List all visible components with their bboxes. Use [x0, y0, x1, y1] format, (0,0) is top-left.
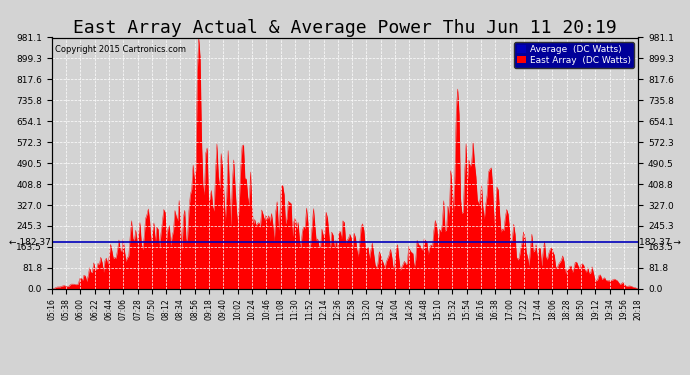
Title: East Array Actual & Average Power Thu Jun 11 20:19: East Array Actual & Average Power Thu Ju…: [73, 20, 617, 38]
Text: Copyright 2015 Cartronics.com: Copyright 2015 Cartronics.com: [55, 45, 186, 54]
Legend: Average  (DC Watts), East Array  (DC Watts): Average (DC Watts), East Array (DC Watts…: [514, 42, 633, 68]
Text: ← 182.37: ← 182.37: [9, 237, 51, 246]
Text: 182.37 →: 182.37 →: [639, 237, 681, 246]
